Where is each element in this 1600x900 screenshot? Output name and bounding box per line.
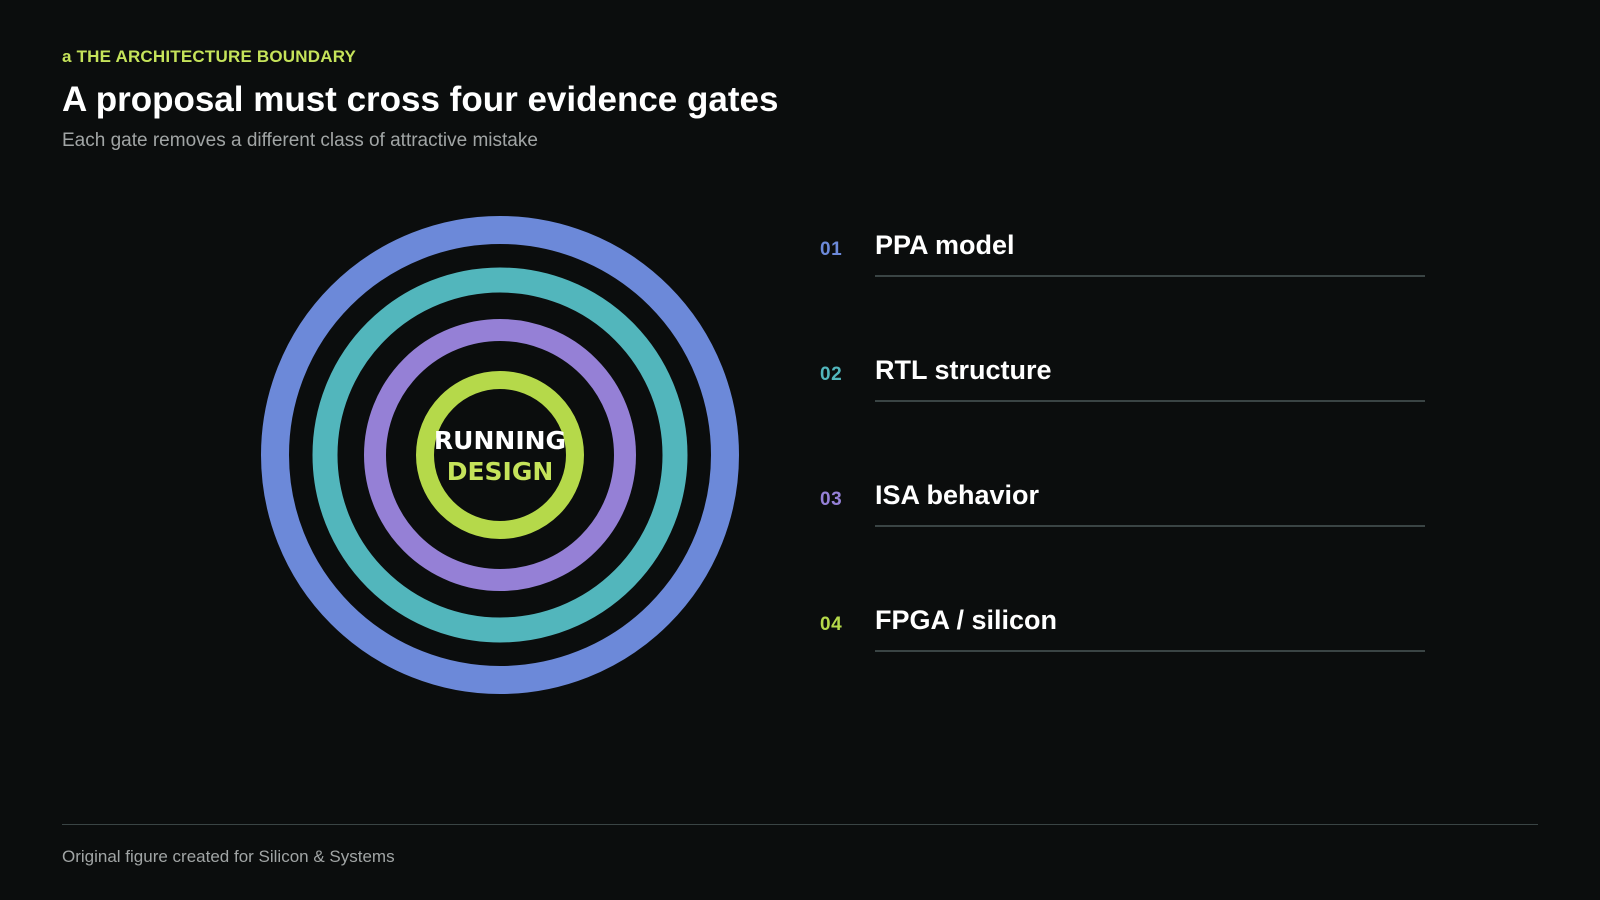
page-title: A proposal must cross four evidence gate…: [62, 80, 779, 119]
footer-divider: [62, 824, 1538, 825]
ring-isa-behavior: [364, 319, 636, 591]
gate-item: 01 PPA model: [820, 230, 1426, 280]
gate-divider: [875, 400, 1425, 402]
gate-number: 01: [820, 239, 843, 260]
kicker: a THE ARCHITECTURE BOUNDARY: [62, 47, 357, 66]
gate-divider: [875, 650, 1425, 652]
gate-number: 02: [820, 364, 843, 385]
ring-ppa-model: [261, 216, 739, 694]
gate-divider: [875, 275, 1425, 277]
gate-label: PPA model: [875, 230, 1015, 260]
ring-rtl-structure: [312, 267, 688, 643]
gate-divider: [875, 525, 1425, 527]
footer-credit: Original figure created for Silicon & Sy…: [62, 847, 395, 866]
page-subtitle: Each gate removes a different class of a…: [62, 130, 538, 151]
gate-item: 02 RTL structure: [820, 355, 1426, 405]
center-label-line2: DESIGN: [447, 457, 554, 486]
gate-label: FPGA / silicon: [875, 605, 1058, 635]
gate-number: 03: [820, 489, 843, 510]
ring-fpga-silicon: [416, 371, 584, 539]
center-label-line1: RUNNING: [434, 426, 566, 455]
gate-item: 03 ISA behavior: [820, 480, 1426, 530]
gate-number: 04: [820, 614, 843, 635]
gate-item: 04 FPGA / silicon: [820, 605, 1426, 655]
gate-label: RTL structure: [875, 355, 1052, 385]
gate-label: ISA behavior: [875, 480, 1040, 510]
